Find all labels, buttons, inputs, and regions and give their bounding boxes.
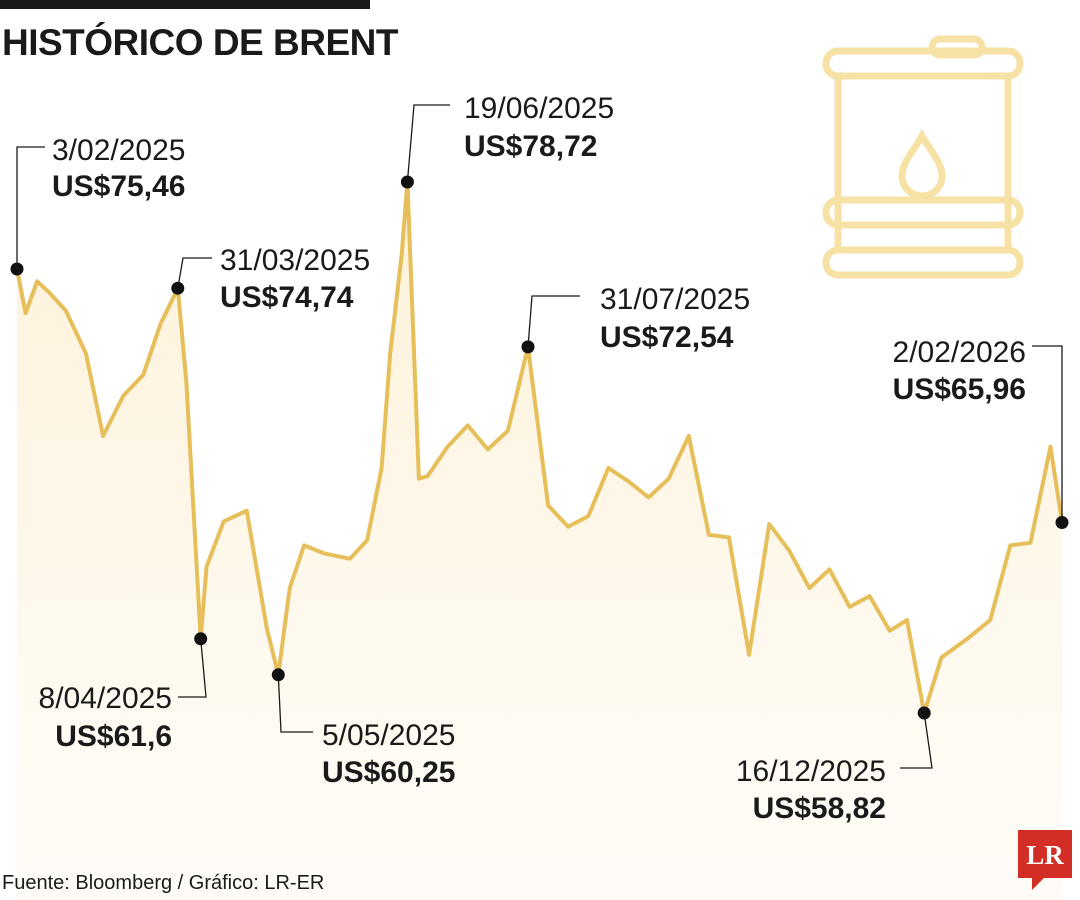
annotation-value: US$65,96 [893,373,1026,406]
source-note: Fuente: Bloomberg / Gráfico: LR-ER [2,872,325,894]
lr-logo: LR [1018,830,1072,890]
annotation-date: 5/05/2025 [322,719,455,752]
annotation-leader [178,638,207,698]
annotation-value: US$58,82 [753,792,886,825]
logo-text: LR [1026,840,1064,870]
annotation-8: 2/02/2026 US$65,96 [893,336,1069,529]
annotation-date: 19/06/2025 [464,92,614,125]
annotation-7: 16/12/2025 US$58,82 [736,706,933,825]
annotation-date: 31/03/2025 [220,244,370,277]
annotation-marker [10,262,24,276]
annotation-4: 5/05/2025 US$60,25 [271,668,455,789]
annotation-6: 31/07/2025 US$72,54 [521,283,750,354]
annotation-leader [277,674,313,733]
annotation-value: US$60,25 [322,756,455,789]
annotation-marker [1055,516,1069,529]
annotation-value: US$72,54 [600,321,734,354]
annotation-marker [271,668,285,682]
annotation-leader [177,257,212,289]
annotation-value: US$61,6 [55,720,172,753]
annotation-value: US$78,72 [464,130,597,163]
annotation-leader [900,712,933,769]
annotation-date: 31/07/2025 [600,283,750,316]
annotation-marker [917,706,931,720]
annotation-value: US$74,74 [220,281,354,314]
annotation-2: 31/03/2025 US$74,74 [171,244,370,314]
annotation-marker [521,340,535,354]
price-area [17,182,1062,900]
annotation-date: 8/04/2025 [39,682,172,715]
annotation-leader [16,146,45,269]
annotation-date: 3/02/2025 [52,134,185,167]
annotation-marker [400,175,414,189]
chart-title: HISTÓRICO DE BRENT [2,22,398,63]
oil-barrel-icon [822,35,1024,279]
annotation-marker [194,632,208,646]
annotation-marker [171,281,185,295]
top-rule [0,0,370,9]
annotation-date: 2/02/2026 [893,336,1026,369]
annotation-5: 19/06/2025 US$78,72 [400,92,614,189]
annotation-leader [1032,345,1063,523]
annotation-date: 16/12/2025 [736,755,886,788]
annotation-3: 8/04/2025 US$61,6 [39,632,208,753]
annotation-value: US$75,46 [52,170,185,203]
annotation-leader [527,295,580,347]
annotation-leader [406,104,450,183]
